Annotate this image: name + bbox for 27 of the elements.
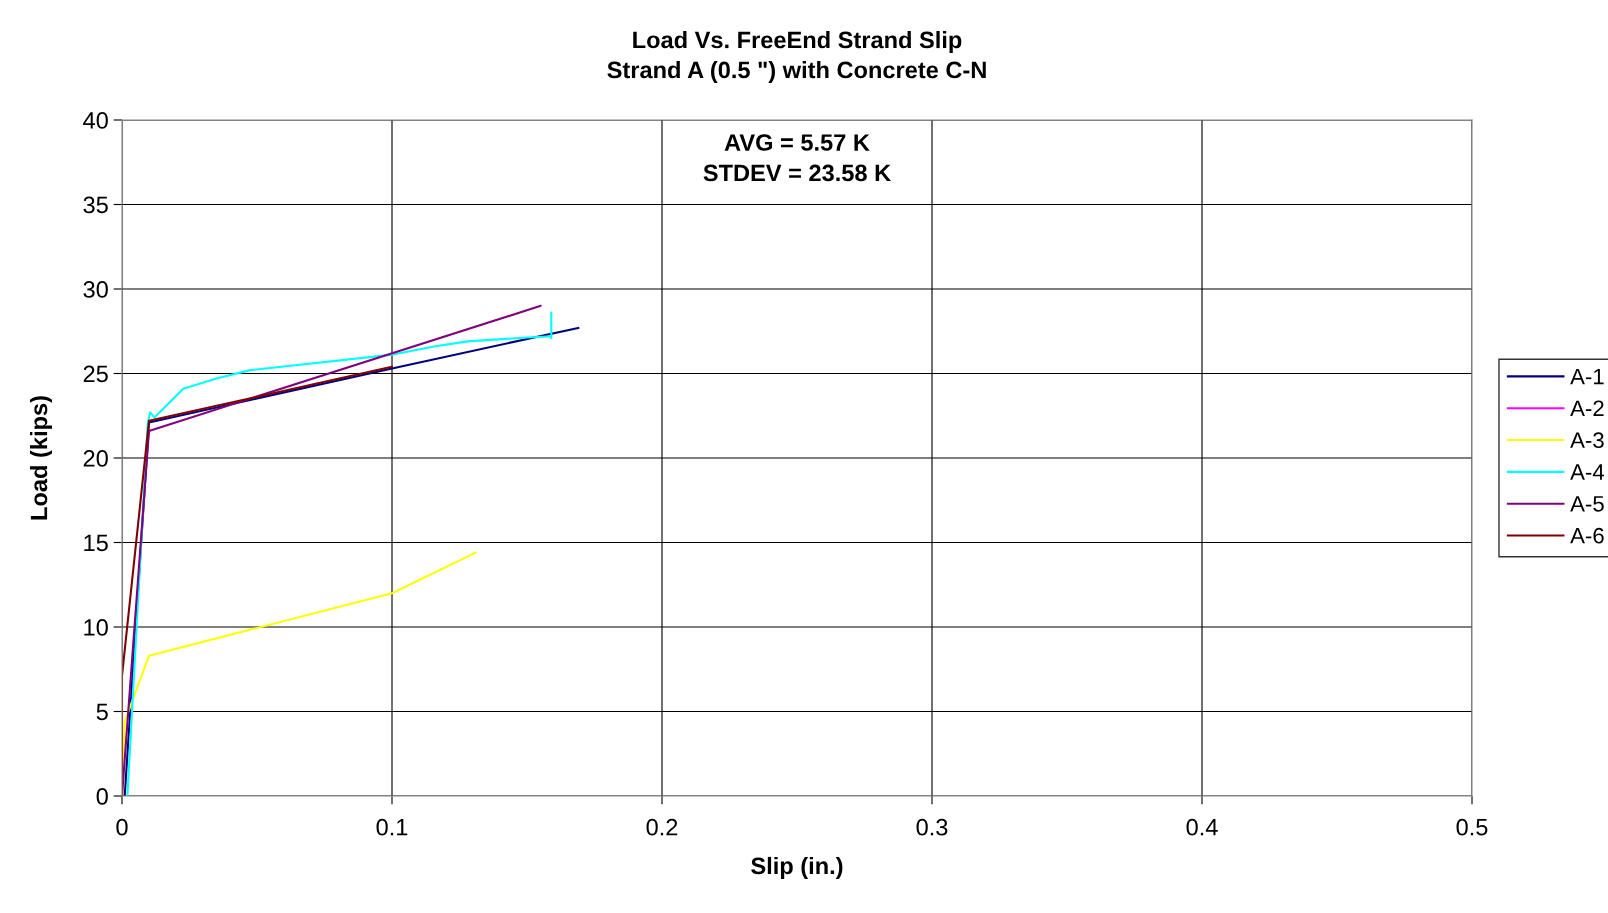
y-tick-label: 35 bbox=[83, 196, 108, 214]
chart-subtitle: Strand A (0.5 ") with Concrete C-N bbox=[607, 61, 986, 84]
y-tick-label: 25 bbox=[83, 365, 108, 383]
y-tick-label: 20 bbox=[83, 450, 108, 467]
y-tick-label: 30 bbox=[83, 281, 108, 298]
x-tick-label: 0.1 bbox=[376, 818, 408, 836]
annotation: AVG = 5.57 K bbox=[724, 134, 870, 151]
x-axis-title: Slip (in.) bbox=[751, 856, 843, 879]
legend-label: A-5 bbox=[1570, 496, 1604, 512]
y-tick-label: 15 bbox=[84, 534, 108, 552]
legend-label: A-3 bbox=[1570, 432, 1604, 449]
chart-title: Load Vs. FreeEnd Strand Slip bbox=[633, 31, 962, 54]
y-tick-label: 5 bbox=[96, 703, 108, 721]
y-tick-label: 10 bbox=[84, 619, 108, 636]
x-tick-label: 0.2 bbox=[646, 818, 678, 836]
annotation: STDEV = 23.58 K bbox=[703, 164, 891, 182]
x-tick-label: 0 bbox=[116, 818, 128, 836]
x-tick-label: 0.4 bbox=[1186, 818, 1218, 836]
y-tick-label: 0 bbox=[96, 788, 108, 805]
legend-label: A-1 bbox=[1570, 368, 1604, 385]
y-axis-title: Load (kips) bbox=[29, 396, 52, 520]
legend-label: A-4 bbox=[1570, 464, 1605, 480]
x-tick-label: 0.3 bbox=[916, 818, 948, 836]
y-tick-label: 40 bbox=[83, 112, 108, 129]
x-tick-label: 0.5 bbox=[1456, 818, 1488, 836]
legend-label: A-6 bbox=[1570, 527, 1604, 544]
legend-label: A-2 bbox=[1570, 400, 1604, 417]
